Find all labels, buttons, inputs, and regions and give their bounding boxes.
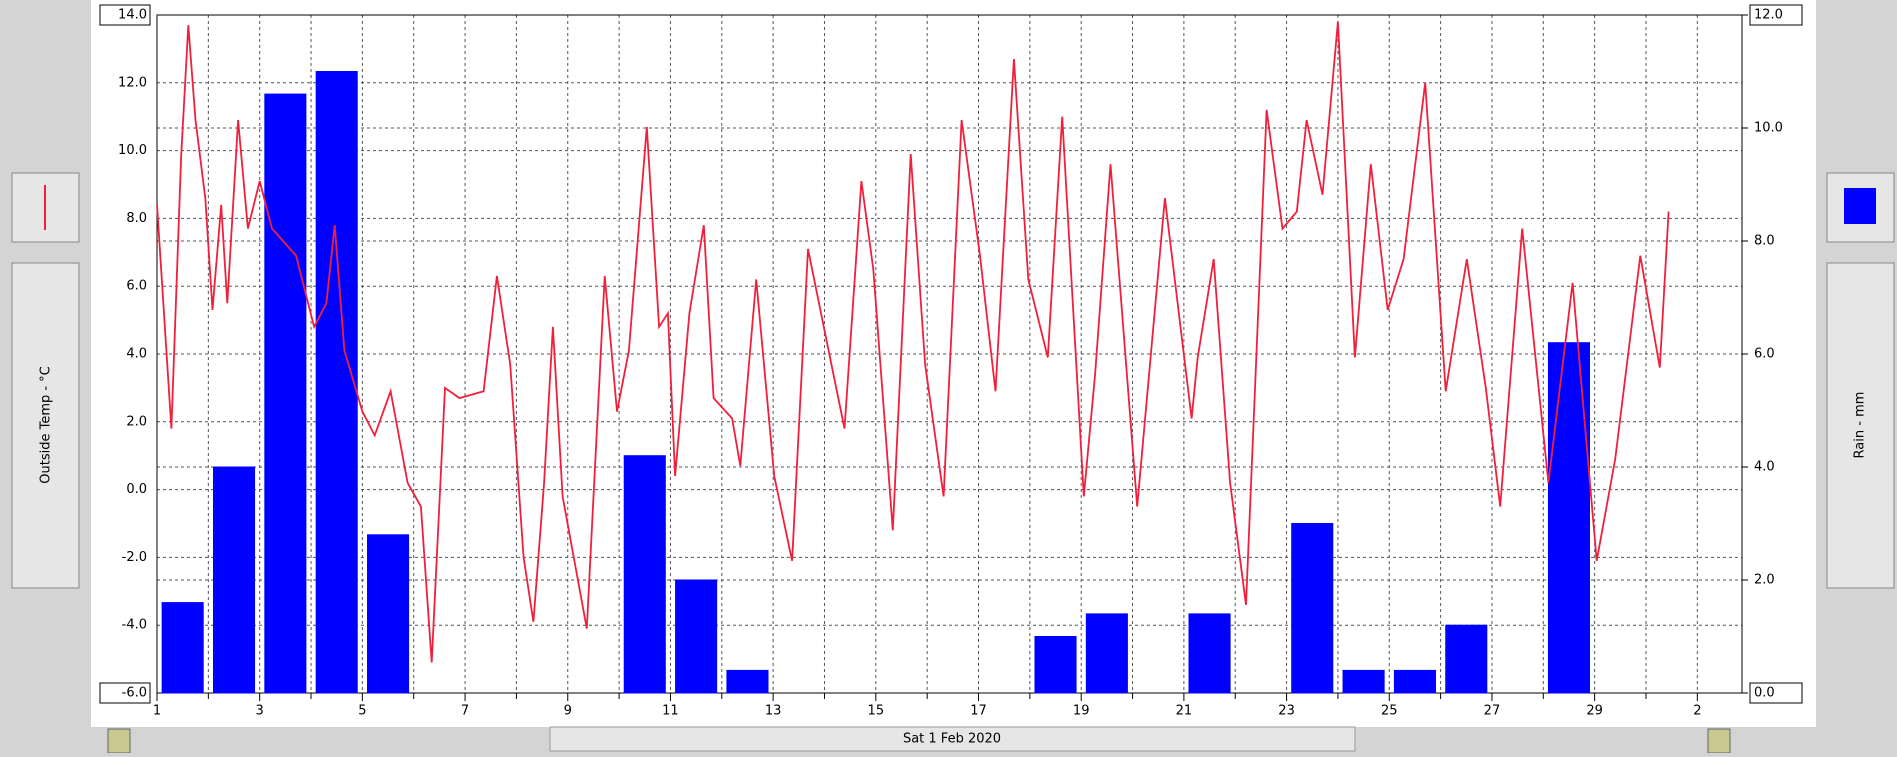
y-tick-label: 14.0 bbox=[118, 8, 147, 23]
bar bbox=[161, 602, 204, 694]
y-tick-label: 10.0 bbox=[118, 143, 147, 158]
y-tick-label: 12.0 bbox=[118, 75, 147, 90]
bar bbox=[1085, 613, 1128, 694]
y-axis-label: Outside Temp - °C bbox=[39, 366, 54, 484]
y-tick-label: -4.0 bbox=[122, 618, 147, 633]
x-tick-label: 27 bbox=[1484, 704, 1501, 719]
y2-axis-label: Rain - mm bbox=[1853, 392, 1868, 459]
y2-tick-label: 4.0 bbox=[1754, 460, 1775, 475]
x-tick-label: 9 bbox=[564, 704, 572, 719]
x-tick-label: 19 bbox=[1073, 704, 1090, 719]
bar bbox=[212, 466, 256, 694]
y-tick-label: -6.0 bbox=[122, 686, 147, 701]
bar bbox=[726, 669, 769, 694]
y-tick-label: 6.0 bbox=[126, 279, 147, 294]
x-tick-label: 23 bbox=[1278, 704, 1295, 719]
x-tick-label: 29 bbox=[1586, 704, 1603, 719]
y-tick-label: 2.0 bbox=[126, 414, 147, 429]
lock-icon[interactable] bbox=[107, 728, 131, 754]
y2-tick-label: 12.0 bbox=[1754, 8, 1783, 23]
y2-tick-label: 8.0 bbox=[1754, 234, 1775, 249]
bar bbox=[315, 71, 358, 694]
y2-tick-label: 2.0 bbox=[1754, 573, 1775, 588]
y-tick-label: 4.0 bbox=[126, 347, 147, 362]
y-axis-panel[interactable] bbox=[11, 262, 80, 589]
y-tick-label: 8.0 bbox=[126, 211, 147, 226]
x-tick-label: 7 bbox=[461, 704, 469, 719]
lock-icon[interactable] bbox=[1707, 728, 1731, 754]
y2-axis-panel[interactable] bbox=[1826, 262, 1895, 589]
x-tick-label: 17 bbox=[970, 704, 987, 719]
bar bbox=[1445, 624, 1488, 694]
tick-label-box bbox=[1749, 4, 1803, 26]
bar bbox=[675, 579, 718, 694]
y2-tick-label: 0.0 bbox=[1754, 686, 1775, 701]
x-tick-label: 15 bbox=[868, 704, 885, 719]
tick-label-box bbox=[1749, 682, 1803, 704]
bar bbox=[1188, 613, 1231, 694]
legend-swatch bbox=[1844, 188, 1876, 224]
plot-frame bbox=[156, 14, 1743, 694]
bar bbox=[1034, 636, 1077, 694]
x-tick-label: 5 bbox=[358, 704, 366, 719]
y-tick-label: -2.0 bbox=[122, 550, 147, 565]
bar bbox=[1547, 342, 1591, 694]
temperature-line bbox=[156, 21, 1670, 663]
bar bbox=[623, 455, 666, 694]
bar bbox=[1291, 523, 1334, 694]
x-tick-label: 21 bbox=[1176, 704, 1193, 719]
tick-label-box bbox=[99, 682, 151, 704]
x-tick-label: 13 bbox=[765, 704, 782, 719]
tick-label-box bbox=[99, 4, 151, 26]
y2-tick-label: 6.0 bbox=[1754, 347, 1775, 362]
x-tick-label: 2 bbox=[1693, 704, 1701, 719]
y2-tick-label: 10.0 bbox=[1754, 121, 1783, 136]
bar bbox=[367, 534, 410, 694]
bar bbox=[1393, 669, 1436, 694]
y-tick-label: 0.0 bbox=[126, 482, 147, 497]
x-tick-label: 3 bbox=[256, 704, 264, 719]
x-tick-label: 25 bbox=[1381, 704, 1398, 719]
date-bar[interactable] bbox=[549, 726, 1356, 752]
date-label: Sat 1 Feb 2020 bbox=[903, 732, 1001, 747]
x-tick-label: 1 bbox=[153, 704, 161, 719]
bar bbox=[1342, 669, 1385, 694]
x-tick-label: 11 bbox=[662, 704, 679, 719]
bar bbox=[264, 93, 307, 694]
